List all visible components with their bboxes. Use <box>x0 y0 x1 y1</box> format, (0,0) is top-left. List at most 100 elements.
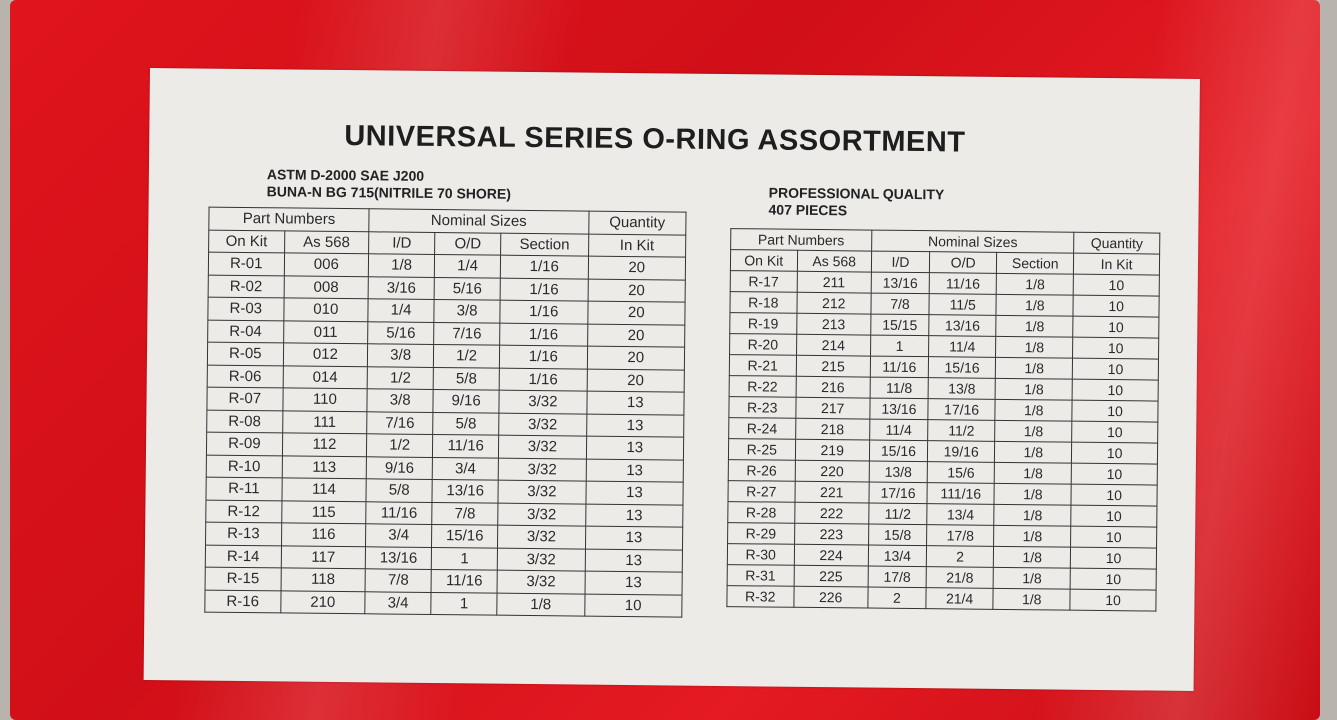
cell-as568: 215 <box>795 355 871 378</box>
cell-id: 13/4 <box>868 545 927 567</box>
cell-as568: 220 <box>794 460 870 483</box>
cell-qty: 20 <box>587 256 686 280</box>
cell-id: 7/16 <box>366 411 434 435</box>
material-spec: ASTM D-2000 SAE J200 BUNA-N BG 715(NITRI… <box>267 166 512 203</box>
cell-as568: 008 <box>283 275 369 299</box>
cell-id: 15/15 <box>870 314 929 336</box>
cell-section: 3/32 <box>498 412 587 437</box>
cell-on-kit: R-05 <box>207 342 284 366</box>
cell-od: 17/16 <box>927 398 996 421</box>
cell-on-kit: R-22 <box>729 375 796 398</box>
cell-on-kit: R-04 <box>207 319 284 343</box>
cell-on-kit: R-09 <box>206 432 283 456</box>
cell-section: 1/16 <box>499 345 588 369</box>
cell-id: 1/2 <box>367 366 434 390</box>
cell-od: 13/8 <box>928 377 996 400</box>
cell-section: 3/32 <box>498 435 587 459</box>
cell-qty: 10 <box>1070 526 1157 549</box>
cell-as568: 211 <box>796 271 872 294</box>
cell-section: 1/16 <box>499 322 588 347</box>
table-row: R-16 210 3/4 1 1/8 10 <box>204 589 683 618</box>
header-nominal-sizes: Nominal Sizes <box>368 208 589 234</box>
header-section: Section <box>500 232 589 257</box>
cell-od: 7/16 <box>433 321 501 346</box>
cell-od: 1/4 <box>434 254 501 278</box>
cell-qty: 20 <box>586 346 685 370</box>
cell-section: 1/16 <box>500 277 588 302</box>
cell-od: 3/4 <box>432 456 499 481</box>
cell-on-kit: R-28 <box>727 501 795 524</box>
cell-od: 13/16 <box>432 479 499 503</box>
cell-od: 21/4 <box>925 587 994 610</box>
cell-as568: 213 <box>796 313 871 336</box>
cell-od: 15/16 <box>928 356 996 379</box>
cell-as568: 212 <box>796 292 872 315</box>
header-as568: As 568 <box>284 230 369 254</box>
cell-od: 1 <box>430 591 498 616</box>
cell-section: 1/8 <box>993 525 1072 548</box>
spec-line: BUNA-N BG 715(NITRILE 70 SHORE) <box>266 183 512 202</box>
cell-on-kit: R-25 <box>728 438 796 461</box>
cell-od: 3/8 <box>434 299 501 323</box>
cell-qty: 20 <box>587 301 686 325</box>
cell-section: 3/32 <box>497 547 586 572</box>
cell-qty: 10 <box>1072 337 1159 360</box>
label-card: UNIVERSAL SERIES O-RING ASSORTMENT ASTM … <box>143 68 1200 691</box>
cell-section: 1/8 <box>995 336 1073 359</box>
cell-section: 1/8 <box>994 483 1072 506</box>
header-id: I/D <box>368 231 435 255</box>
cell-on-kit: R-31 <box>727 564 794 587</box>
cell-on-kit: R-15 <box>205 567 281 591</box>
cell-id: 13/16 <box>871 272 930 294</box>
cell-od: 11/16 <box>432 434 499 458</box>
cell-id: 11/2 <box>868 503 927 525</box>
cell-section: 1/8 <box>994 462 1072 485</box>
cell-qty: 13 <box>585 458 684 483</box>
cell-as568: 225 <box>793 565 869 588</box>
header-section: Section <box>996 252 1074 275</box>
cell-section: 3/32 <box>497 525 586 549</box>
header-in-kit: In Kit <box>1073 253 1160 276</box>
cell-on-kit: R-01 <box>208 252 285 276</box>
cell-qty: 10 <box>1071 442 1158 465</box>
header-part-numbers: Part Numbers <box>208 207 370 232</box>
cell-section: 1/8 <box>996 273 1074 296</box>
cell-od: 17/8 <box>926 524 995 547</box>
cell-as568: 006 <box>283 252 369 277</box>
cell-section: 1/8 <box>994 420 1073 443</box>
cell-section: 1/8 <box>993 546 1071 569</box>
header-id: I/D <box>871 251 930 273</box>
cell-id: 7/8 <box>365 568 432 592</box>
cell-section: 3/32 <box>498 457 586 482</box>
cell-qty: 10 <box>1073 274 1160 297</box>
cell-on-kit: R-30 <box>727 543 795 566</box>
cell-on-kit: R-07 <box>206 387 283 411</box>
quality-info: PROFESSIONAL QUALITY 407 PIECES <box>768 184 944 220</box>
cell-section: 1/16 <box>500 255 589 279</box>
cell-section: 1/8 <box>995 399 1073 422</box>
cell-qty: 13 <box>586 413 684 438</box>
header-nominal-sizes: Nominal Sizes <box>871 230 1075 254</box>
cell-qty: 20 <box>586 368 685 393</box>
cell-qty: 10 <box>1072 316 1159 339</box>
cell-as568: 117 <box>280 545 366 569</box>
cell-od: 11/5 <box>928 293 997 316</box>
cell-od: 1/2 <box>433 344 500 368</box>
cell-on-kit: R-12 <box>205 499 282 523</box>
cell-od: 5/8 <box>432 411 500 436</box>
cell-section: 3/32 <box>497 502 586 527</box>
cell-on-kit: R-27 <box>727 480 795 503</box>
cell-qty: 13 <box>584 548 683 573</box>
pieces-line: 407 PIECES <box>768 201 848 219</box>
cell-qty: 10 <box>1071 484 1158 507</box>
cell-as568: 116 <box>281 522 366 547</box>
cell-id: 7/8 <box>870 293 930 315</box>
cell-as568: 114 <box>281 477 367 502</box>
cell-as568: 217 <box>795 397 870 420</box>
cell-on-kit: R-21 <box>729 354 797 377</box>
cell-qty: 10 <box>1070 568 1157 591</box>
cell-id: 11/4 <box>869 419 928 441</box>
cell-as568: 113 <box>281 455 367 479</box>
cell-id: 13/16 <box>365 546 432 570</box>
cell-qty: 10 <box>1070 589 1157 612</box>
